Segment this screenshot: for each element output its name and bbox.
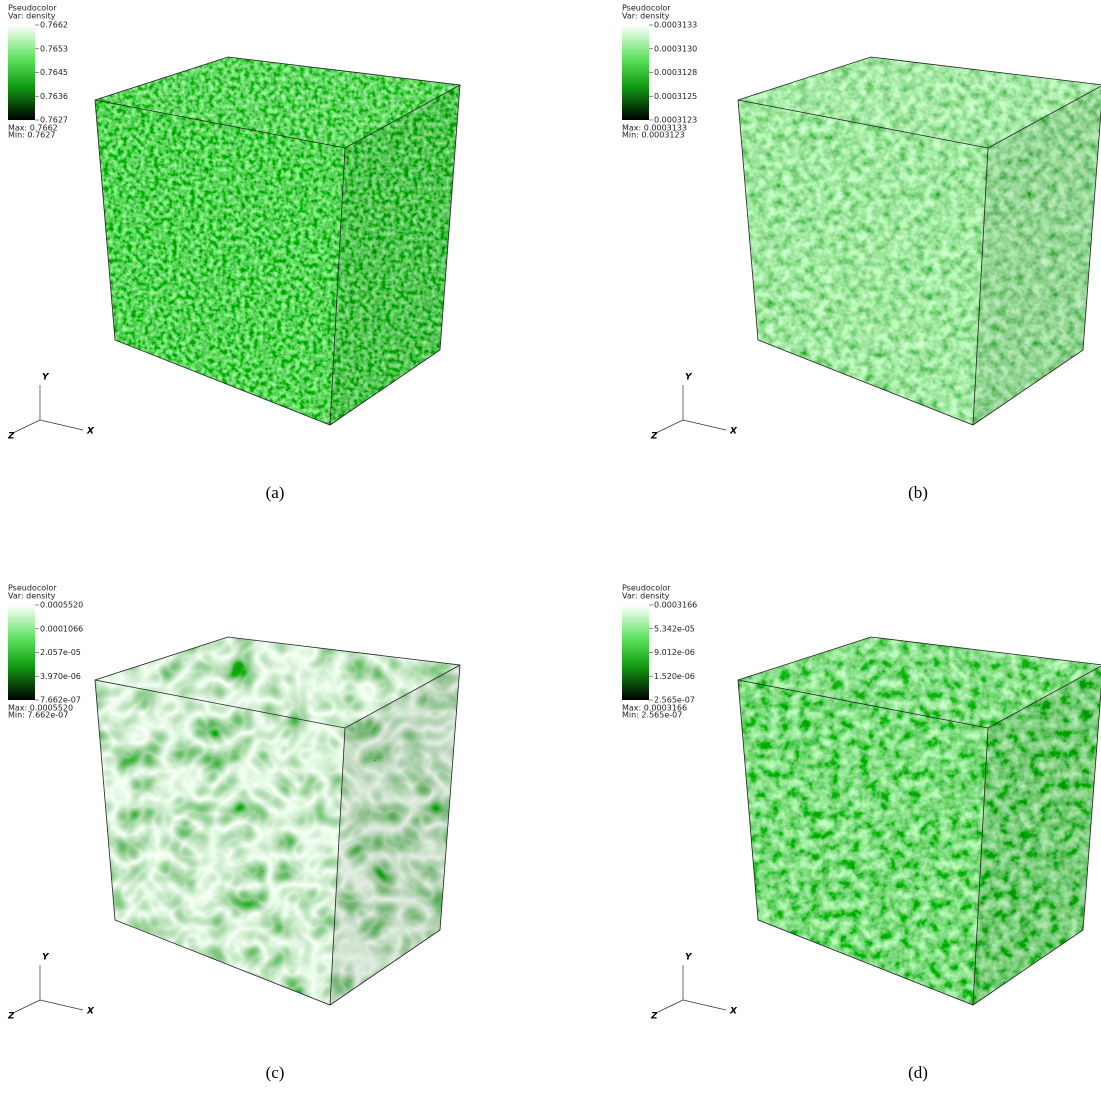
right-face-shade <box>973 666 1101 1005</box>
caption: (c) <box>266 1063 285 1082</box>
top-face-shade <box>738 57 1101 148</box>
axis-x <box>682 419 727 431</box>
axis-x <box>39 999 84 1011</box>
legend-tick-label: 7.662e-07 <box>40 696 81 705</box>
caption: (b) <box>908 483 928 502</box>
axis-z-label: Z <box>7 1012 15 1022</box>
axis-x <box>682 999 727 1011</box>
legend-title: Pseudocolor <box>8 584 57 593</box>
legend-tick-label: 0.7653 <box>40 44 68 53</box>
axis-z <box>657 419 684 433</box>
legend-tick-label: 0.7636 <box>40 92 68 101</box>
legend-title: Pseudocolor <box>8 4 57 13</box>
axis-y-label: Y <box>685 373 693 383</box>
legend-max: Max: 0.0003166 <box>622 704 687 713</box>
right-face-shade <box>330 85 460 425</box>
legend-tick-label: 0.7627 <box>40 116 68 125</box>
cube-front-edge <box>329 727 346 1006</box>
caption: (a) <box>266 483 285 502</box>
right-face-shade <box>330 665 460 1005</box>
cube-edges <box>94 56 461 426</box>
legend-tick-label: 1.520e-06 <box>654 672 695 681</box>
cube-front-edge <box>972 147 989 426</box>
cube-edges <box>94 636 461 1006</box>
legend-title: Pseudocolor <box>622 584 671 593</box>
legend-tick-label: 0.0003130 <box>654 44 697 53</box>
axis-x-label: X <box>729 1007 738 1017</box>
legend-min: Min: 0.7627 <box>8 131 55 140</box>
axis-x-label: X <box>86 1007 95 1017</box>
legend-variable: Var: density <box>622 12 670 21</box>
legend-max: Max: 0.7662 <box>8 124 58 133</box>
top-face-shade <box>738 637 1101 728</box>
legend-tick-label: 5.342e-05 <box>654 624 695 633</box>
color-bar <box>8 25 35 120</box>
axis-z-label: Z <box>7 432 15 442</box>
right-face-shade <box>973 86 1101 425</box>
axis-z-label: Z <box>650 1012 658 1022</box>
legend-variable: Var: density <box>8 12 56 21</box>
legend-tick-label: 0.7662 <box>40 21 68 30</box>
color-bar <box>622 605 649 700</box>
axis-z <box>14 419 41 433</box>
legend-tick-label: 0.0005520 <box>40 601 83 610</box>
top-face-shade <box>95 57 460 148</box>
legend-tick-label: 0.0003128 <box>654 68 697 77</box>
axis-y-label: Y <box>42 373 50 383</box>
legend-tick-label: 0.0003133 <box>654 21 697 30</box>
legend-tick-label: 2.565e-07 <box>654 696 695 705</box>
legend-tick-label: 0.0003123 <box>654 116 697 125</box>
legend-tick-label: 2.057e-05 <box>40 648 81 657</box>
legend-min: Min: 7.662e-07 <box>8 711 68 720</box>
axis-x-label: X <box>729 427 738 437</box>
color-bar <box>8 605 35 700</box>
legend-max: Max: 0.0005520 <box>8 704 73 713</box>
axis-y-label: Y <box>685 953 693 963</box>
axis-x <box>39 419 84 431</box>
legend-tick-label: 0.0001066 <box>40 624 83 633</box>
axis-x-label: X <box>86 427 95 437</box>
axis-z <box>657 999 684 1013</box>
axis-z <box>14 999 41 1013</box>
legend-min: Min: 2.565e-07 <box>622 711 682 720</box>
cube-edges <box>737 636 1101 1006</box>
legend-variable: Var: density <box>622 592 670 601</box>
axis-y-label: Y <box>42 953 50 963</box>
legend-tick-label: 0.7645 <box>40 68 68 77</box>
cube-front-edge <box>329 147 346 426</box>
legend-tick-label: 3.970e-06 <box>40 672 81 681</box>
legend-max: Max: 0.0003133 <box>622 124 687 133</box>
legend-tick-label: 9.012e-06 <box>654 648 695 657</box>
cube-edges <box>737 56 1101 426</box>
caption: (d) <box>908 1063 928 1082</box>
legend-tick-label: 0.0003166 <box>654 601 697 610</box>
top-face-shade <box>95 637 460 728</box>
legend-tick-label: 0.0003125 <box>654 92 697 101</box>
legend-variable: Var: density <box>8 592 56 601</box>
cube-front-edge <box>972 727 989 1006</box>
color-bar <box>622 25 649 120</box>
axis-z-label: Z <box>650 432 658 442</box>
legend-title: Pseudocolor <box>622 4 671 13</box>
legend-min: Min: 0.0003123 <box>622 131 685 140</box>
